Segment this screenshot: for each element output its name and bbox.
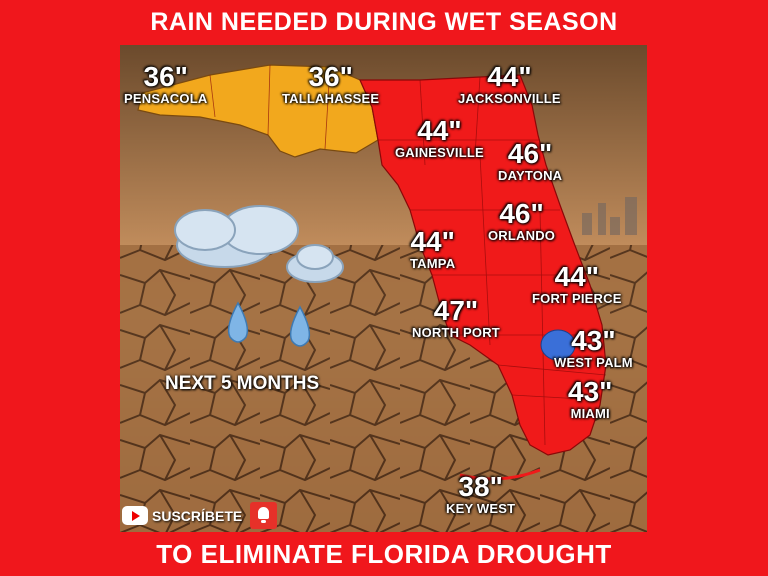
map-background — [120, 45, 647, 532]
city-label-miami: 43" MIAMI — [568, 376, 613, 421]
lake-okeechobee — [540, 329, 576, 361]
rain-cloud-icon — [174, 205, 344, 283]
city-label-north-port: 47" NORTH PORT — [412, 295, 500, 340]
subscribe-button[interactable]: SUSCRÍBETE — [122, 502, 278, 529]
city-label-fort-pierce: 44" FORT PIERCE — [532, 261, 622, 306]
city-label-tallahassee: 36" TALLAHASSEE — [282, 61, 380, 106]
city-label-west-palm: 43" WEST PALM — [554, 325, 633, 370]
city-label-key-west: 38" KEY WEST — [446, 471, 516, 516]
city-label-daytona: 46" DAYTONA — [498, 138, 563, 183]
city-label-orlando: 46" ORLANDO — [488, 198, 556, 243]
city-label-pensacola: 36" PENSACOLA — [124, 61, 208, 106]
bell-icon[interactable] — [250, 502, 278, 529]
city-label-jacksonville: 44" JACKSONVILLE — [458, 61, 561, 106]
headline: RAIN NEEDED DURING WET SEASON — [150, 8, 618, 36]
florida-keys — [459, 468, 541, 481]
footer-headline: TO ELIMINATE FLORIDA DROUGHT — [156, 539, 612, 569]
county-lines — [209, 64, 607, 446]
raindrop-icon — [227, 301, 311, 347]
map-panel: 36" PENSACOLA 36" TALLAHASSEE 44" JACKSONVI… — [120, 45, 647, 532]
city-label-gainesville: 44" GAINESVILLE — [395, 115, 484, 160]
youtube-icon — [122, 506, 148, 525]
city-label-tampa: 44" TAMPA — [410, 226, 456, 271]
subscribe-label: SUSCRÍBETE — [152, 507, 243, 524]
city-skyline — [582, 197, 637, 235]
panhandle-region — [137, 64, 379, 158]
period-label: NEXT 5 MONTHS — [165, 373, 320, 394]
